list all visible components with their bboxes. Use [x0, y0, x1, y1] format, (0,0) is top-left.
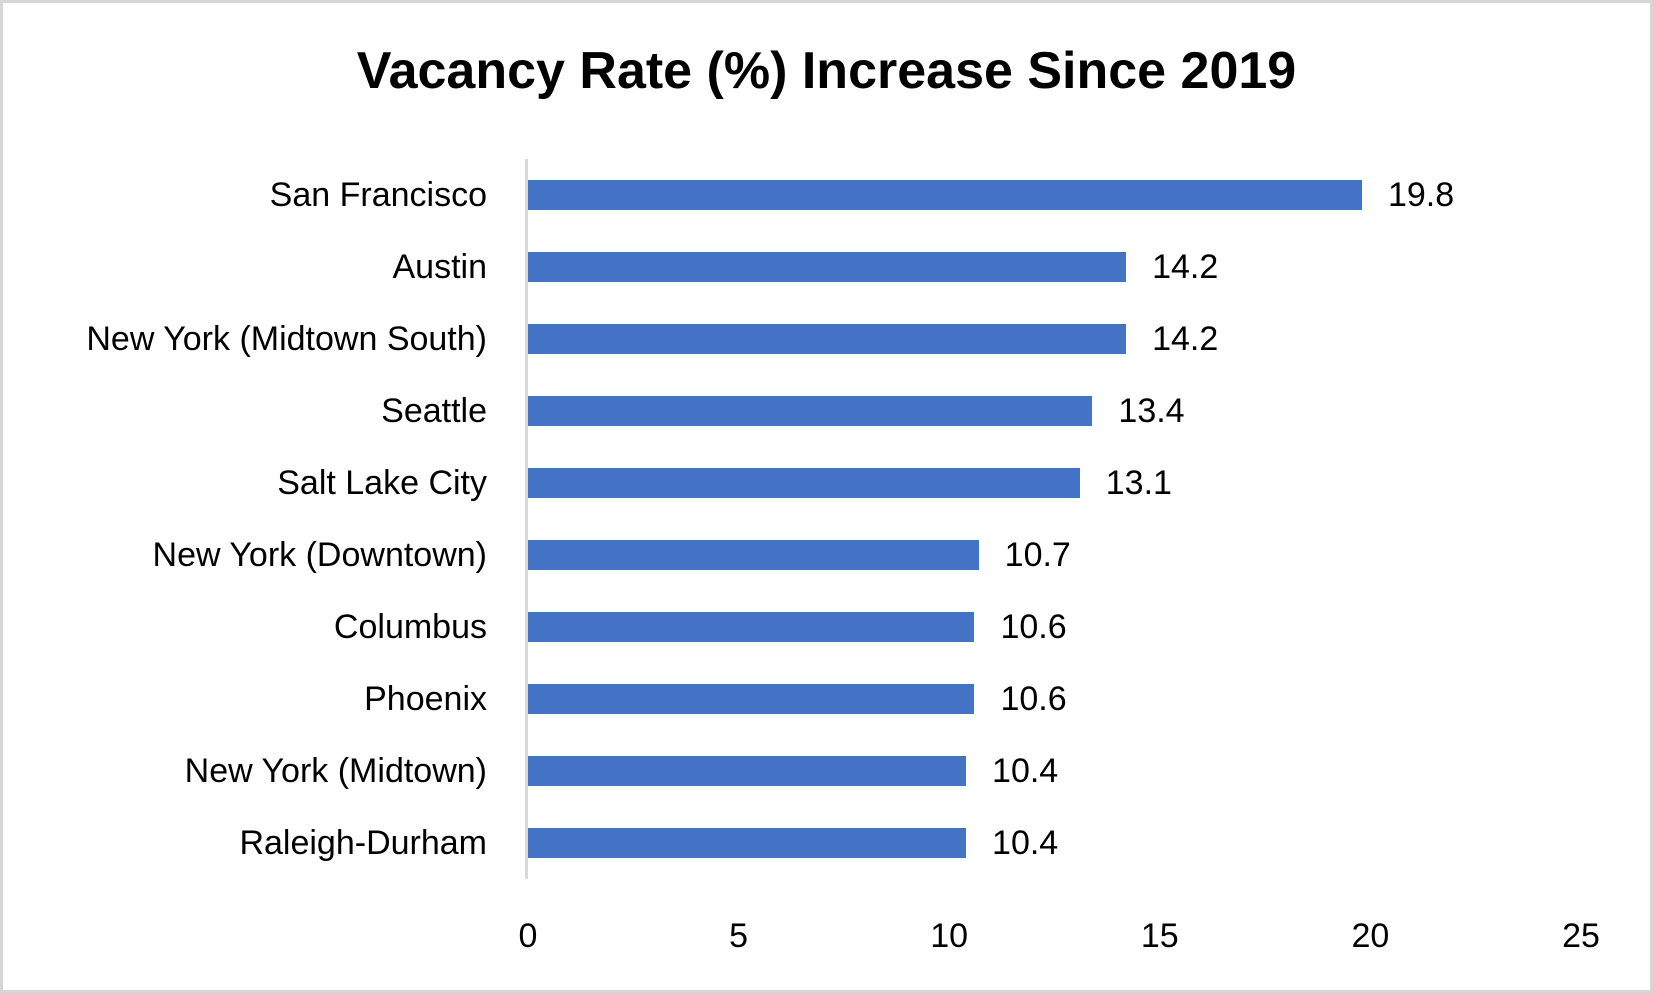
category-label: Phoenix	[364, 679, 487, 718]
value-label: 10.4	[992, 751, 1059, 790]
value-label: 10.4	[992, 823, 1059, 862]
table-row: San Francisco 19.8	[3, 159, 1650, 231]
category-label: Raleigh-Durham	[239, 823, 487, 862]
bar-area: 10.7	[528, 519, 1581, 591]
x-tick-label: 0	[518, 917, 538, 955]
table-row: Salt Lake City 13.1	[3, 447, 1650, 519]
x-tick-label: 5	[729, 917, 749, 955]
bar-area: 13.4	[528, 375, 1581, 447]
bar	[528, 684, 975, 714]
bar	[528, 324, 1127, 354]
category-label: Seattle	[381, 391, 487, 430]
value-label: 10.6	[1000, 679, 1067, 718]
category-label: Austin	[392, 247, 488, 286]
bar-area: 19.8	[528, 159, 1581, 231]
bar-area: 10.6	[528, 591, 1581, 663]
category-label: Columbus	[333, 607, 487, 646]
table-row: Austin 14.2	[3, 231, 1650, 303]
bar-area: 10.6	[528, 663, 1581, 735]
y-axis-line	[525, 159, 528, 879]
x-tick-label: 20	[1351, 917, 1390, 955]
category-label: San Francisco	[269, 175, 487, 214]
bar-area: 14.2	[528, 303, 1581, 375]
bar	[528, 252, 1127, 282]
value-label: 13.1	[1105, 463, 1172, 502]
chart-title: Vacancy Rate (%) Increase Since 2019	[356, 42, 1297, 100]
value-label: 19.8	[1387, 175, 1455, 214]
table-row: Seattle 13.4	[3, 375, 1650, 447]
table-row: Raleigh-Durham 10.4	[3, 807, 1650, 879]
bar-rows: San Francisco 19.8 Austin 14.2 New York (Mid…	[3, 159, 1650, 879]
x-tick-label: 15	[1140, 917, 1179, 955]
value-label: 13.4	[1118, 391, 1185, 430]
bar-area: 14.2	[528, 231, 1581, 303]
value-label: 14.2	[1152, 247, 1219, 286]
table-row: New York (Downtown) 10.7	[3, 519, 1650, 591]
category-label: Salt Lake City	[277, 463, 487, 502]
bar-area: 13.1	[528, 447, 1581, 519]
bar-area: 10.4	[528, 807, 1581, 879]
table-row: Columbus 10.6	[3, 591, 1650, 663]
table-row: New York (Midtown South) 14.2	[3, 303, 1650, 375]
value-label: 10.6	[1000, 607, 1067, 646]
bar	[528, 612, 975, 642]
bar-area: 10.4	[528, 735, 1581, 807]
x-tick-label: 10	[930, 917, 969, 955]
category-label: New York (Downtown)	[152, 535, 487, 574]
value-label: 10.7	[1004, 535, 1071, 574]
bar	[528, 756, 967, 786]
bar	[528, 540, 979, 570]
bar	[528, 468, 1080, 498]
table-row: Phoenix 10.6	[3, 663, 1650, 735]
x-axis: 0 5 10 15 20 25	[519, 879, 1600, 969]
plot-area: San Francisco 19.8 Austin 14.2 New York (Mid…	[3, 159, 1650, 969]
bar	[528, 180, 1362, 210]
value-label: 14.2	[1152, 319, 1219, 358]
category-label: New York (Midtown South)	[86, 319, 487, 358]
bar	[528, 396, 1093, 426]
x-tick-label: 25	[1562, 917, 1600, 955]
bar	[528, 828, 967, 858]
table-row: New York (Midtown) 10.4	[3, 735, 1650, 807]
category-label: New York (Midtown)	[184, 751, 487, 790]
